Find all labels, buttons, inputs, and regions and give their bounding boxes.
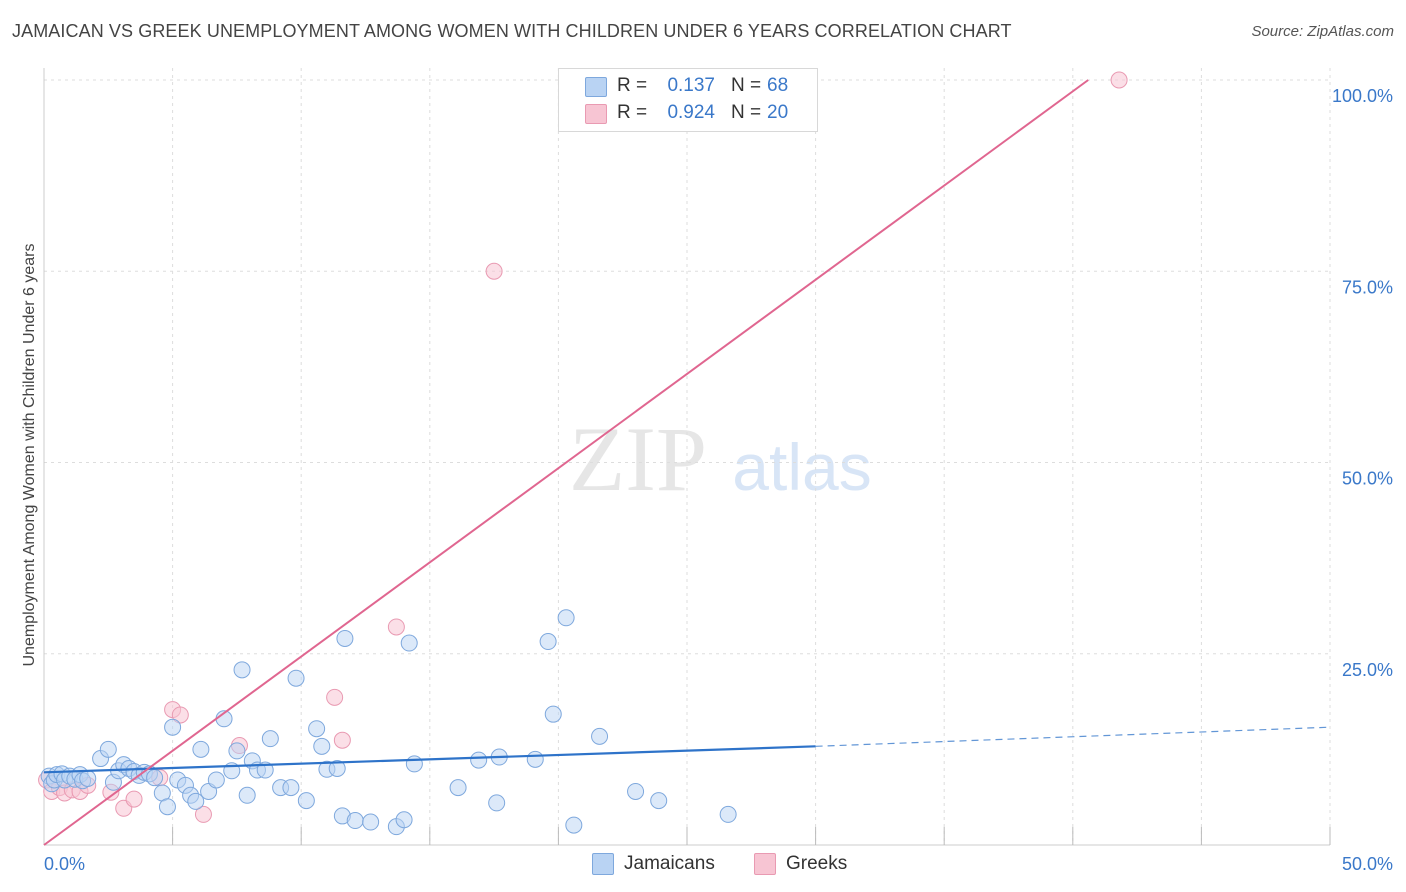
jamaican-point — [488, 794, 506, 812]
greeks-legend-icon — [754, 853, 776, 875]
greek-point — [485, 262, 503, 280]
greek-point — [326, 688, 344, 706]
jamaicans-trend-line — [43, 745, 816, 774]
legend-n-value: 20 — [767, 102, 789, 123]
jamaican-point — [228, 742, 246, 760]
greek-point — [171, 706, 189, 724]
jamaican-point — [557, 609, 575, 627]
jamaican-point — [591, 727, 609, 745]
greek-point — [1110, 71, 1128, 89]
y-tick-label: 100.0% — [1332, 86, 1393, 106]
legend-r-label: R = — [617, 75, 648, 96]
jamaican-point — [164, 718, 182, 736]
jamaican-point — [192, 740, 210, 758]
jamaican-point — [336, 629, 354, 647]
jamaican-point — [328, 760, 346, 777]
jamaicans-legend-icon — [592, 853, 614, 875]
watermark-atlas: atlas — [732, 430, 871, 504]
greeks-trend-line — [43, 79, 1089, 846]
jamaican-point — [362, 813, 380, 831]
legend-n-label: N = — [731, 102, 762, 123]
source-label: Source: ZipAtlas.com — [1251, 23, 1394, 40]
jamaican-point — [470, 751, 488, 769]
jamaican-point — [565, 816, 583, 834]
jamaican-point — [650, 792, 668, 810]
legend-r-value: 0.924 — [667, 102, 715, 123]
chart-title: JAMAICAN VS GREEK UNEMPLOYMENT AMONG WOM… — [12, 21, 1012, 41]
jamaican-point — [297, 792, 315, 810]
x-tick-label: 50.0% — [1342, 854, 1393, 874]
jamaican-point — [544, 705, 562, 723]
legend-r-value: 0.137 — [667, 75, 715, 96]
greek-point — [333, 731, 351, 749]
watermark-zip: ZIP — [569, 408, 707, 510]
jamaican-point — [346, 812, 364, 830]
jamaican-point — [79, 769, 97, 787]
jamaican-point — [719, 805, 737, 823]
legend-n-label: N = — [731, 75, 762, 96]
jamaican-point — [287, 669, 305, 687]
y-tick-label: 50.0% — [1342, 469, 1393, 489]
greek-point — [194, 805, 212, 823]
y-tick-label: 75.0% — [1342, 277, 1393, 297]
y-tick-label: 25.0% — [1342, 660, 1393, 680]
jamaican-point — [233, 661, 251, 679]
jamaican-point — [207, 771, 225, 789]
jamaican-point — [627, 782, 645, 800]
greeks-swatch-icon — [585, 104, 607, 124]
jamaican-point — [526, 750, 544, 768]
jamaican-point — [539, 633, 557, 651]
jamaican-point — [313, 737, 331, 755]
jamaican-point — [282, 779, 300, 797]
jamaican-point — [158, 798, 176, 816]
greek-point — [387, 618, 405, 636]
jamaican-point — [395, 811, 413, 829]
x-tick-label: 0.0% — [44, 854, 85, 874]
jamaican-point — [400, 634, 418, 652]
jamaican-point — [261, 730, 279, 748]
jamaican-point — [308, 720, 326, 738]
legend-r-label: R = — [617, 102, 648, 123]
jamaicans-swatch-icon — [585, 77, 607, 97]
bottom-legend-label: Greeks — [786, 853, 848, 874]
jamaican-point — [449, 779, 467, 797]
greek-point — [125, 790, 143, 808]
jamaican-point — [187, 792, 205, 810]
jamaicans-trend-extension — [815, 726, 1331, 747]
jamaican-point — [99, 740, 117, 758]
jamaican-point — [146, 769, 164, 787]
legend-box: R = 0.137 N = 68 R = 0.924 N = 20 — [558, 68, 818, 132]
jamaican-point — [238, 786, 256, 804]
legend-n-value: 68 — [767, 75, 789, 96]
jamaican-point — [405, 755, 423, 773]
bottom-legend-label: Jamaicans — [624, 853, 715, 874]
